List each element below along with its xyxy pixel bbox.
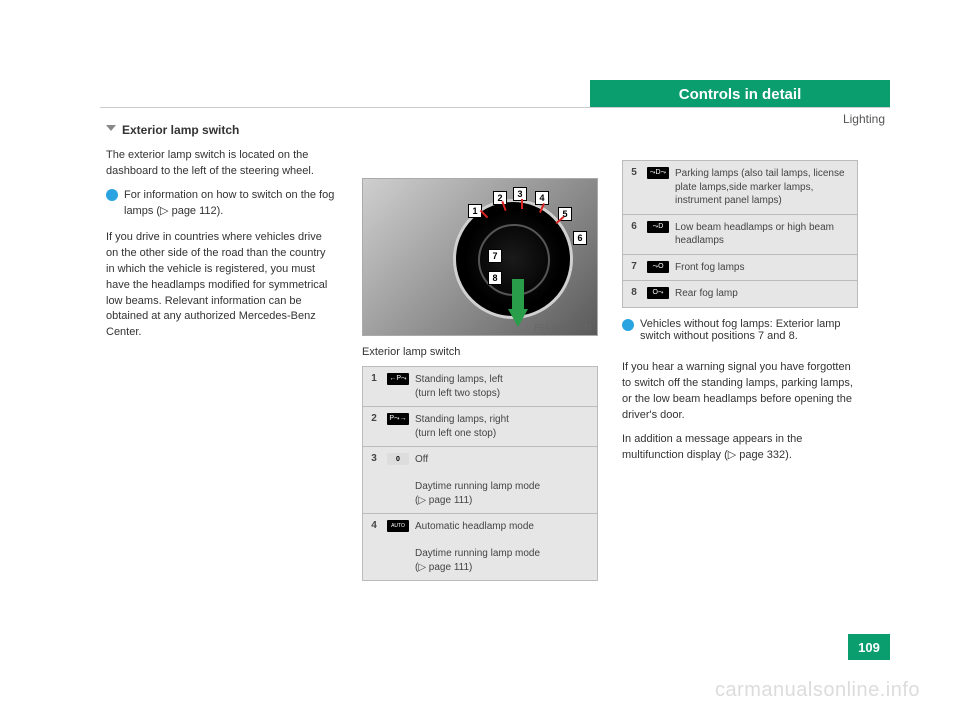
row-num: 6: [623, 215, 645, 254]
row-desc: Rear fog lamp: [671, 281, 857, 307]
row-icon-cell: ⤳D: [645, 215, 671, 254]
header-subtitle: Lighting: [843, 112, 885, 126]
chevron-down-icon: [106, 125, 116, 131]
row-desc: Standing lamps, left (turn left two stop…: [411, 367, 597, 406]
table-row: 1 ←P⤳ Standing lamps, left (turn left tw…: [363, 367, 597, 407]
callout-6: 6: [573, 231, 587, 245]
switch-positions-table-2: 5 ⤳D⤳ Parking lamps (also tail lamps, li…: [622, 160, 858, 308]
exterior-lamp-switch-photo: 1 2 3 4 5 6 7 8 P54.25-5917-31: [362, 178, 598, 336]
parking-lamp-icon: ⤳D⤳: [647, 167, 669, 179]
col3-bullet-text: Vehicles without fog lamps: Exterior lam…: [640, 318, 858, 342]
rear-fog-icon: O⤳: [647, 287, 669, 299]
row-num: 1: [363, 367, 385, 406]
row-icon-cell: ⤳O: [645, 255, 671, 281]
watermark: carmanualsonline.info: [715, 679, 920, 702]
row-num: 2: [363, 407, 385, 446]
column-1: The exterior lamp switch is located on t…: [106, 148, 336, 349]
arrow-down-icon: [508, 309, 528, 327]
row-icon-cell: 0: [385, 447, 411, 513]
col3-bullet-row: Vehicles without fog lamps: Exterior lam…: [622, 318, 858, 342]
table-row: 7 ⤳O Front fog lamps: [623, 255, 857, 282]
table-row: 6 ⤳D Low beam headlamps or high beam hea…: [623, 215, 857, 255]
headlamp-note: If you drive in countries where vehicles…: [106, 230, 336, 342]
row-num: 3: [363, 447, 385, 513]
table-row: 3 0 Off Daytime running lamp mode (▷ pag…: [363, 447, 597, 514]
page-number: 109: [848, 634, 890, 660]
row-desc: Automatic headlamp mode Daytime running …: [411, 514, 597, 580]
info-bullet-row: For information on how to switch on the …: [106, 188, 336, 220]
callout-7: 7: [488, 249, 502, 263]
info-bullet-icon: [622, 319, 634, 331]
front-fog-icon: ⤳O: [647, 261, 669, 273]
info-bullet-icon: [106, 189, 118, 201]
standing-right-icon: P⤳→: [387, 413, 409, 425]
off-icon: 0: [387, 453, 409, 465]
row-icon-cell: AUTO: [385, 514, 411, 580]
table-row: 4 AUTO Automatic headlamp mode Daytime r…: [363, 514, 597, 580]
row-num: 5: [623, 161, 645, 214]
callout-3: 3: [513, 187, 527, 201]
row-desc: Front fog lamps: [671, 255, 857, 281]
callout-2: 2: [493, 191, 507, 205]
row-icon-cell: ←P⤳: [385, 367, 411, 406]
header-bar: Controls in detail: [590, 80, 890, 108]
row-num: 7: [623, 255, 645, 281]
standing-left-icon: ←P⤳: [387, 373, 409, 385]
warning-signal-text: If you hear a warning signal you have fo…: [622, 360, 858, 424]
tick-icon: [521, 199, 523, 209]
row-desc: Parking lamps (also tail lamps, license …: [671, 161, 857, 214]
photo-reference: P54.25-5917-31: [535, 323, 592, 332]
low-beam-icon: ⤳D: [647, 221, 669, 233]
header-title: Controls in detail: [679, 86, 802, 103]
row-num: 4: [363, 514, 385, 580]
callout-8: 8: [488, 271, 502, 285]
section-title: Exterior lamp switch: [122, 123, 239, 137]
row-desc: Off Daytime running lamp mode (▷ page 11…: [411, 447, 597, 513]
info-bullet-text: For information on how to switch on the …: [124, 188, 336, 220]
manual-page: Controls in detail Lighting Exterior lam…: [0, 0, 960, 720]
table-row: 5 ⤳D⤳ Parking lamps (also tail lamps, li…: [623, 161, 857, 215]
row-desc: Standing lamps, right (turn left one sto…: [411, 407, 597, 446]
table-row: 2 P⤳→ Standing lamps, right (turn left o…: [363, 407, 597, 447]
table-row: 8 O⤳ Rear fog lamp: [623, 281, 857, 307]
col3-text-block: If you hear a warning signal you have fo…: [622, 360, 858, 464]
row-desc: Low beam headlamps or high beam headlamp…: [671, 215, 857, 254]
auto-icon: AUTO: [387, 520, 409, 532]
multifunction-text: In addition a message appears in the mul…: [622, 432, 858, 464]
arrow-stem: [512, 279, 524, 309]
row-icon-cell: ⤳D⤳: [645, 161, 671, 214]
row-icon-cell: P⤳→: [385, 407, 411, 446]
row-num: 8: [623, 281, 645, 307]
photo-caption: Exterior lamp switch: [362, 346, 460, 358]
switch-positions-table-1: 1 ←P⤳ Standing lamps, left (turn left tw…: [362, 366, 598, 581]
intro-paragraph: The exterior lamp switch is located on t…: [106, 148, 336, 180]
row-icon-cell: O⤳: [645, 281, 671, 307]
header-divider: [100, 107, 890, 108]
